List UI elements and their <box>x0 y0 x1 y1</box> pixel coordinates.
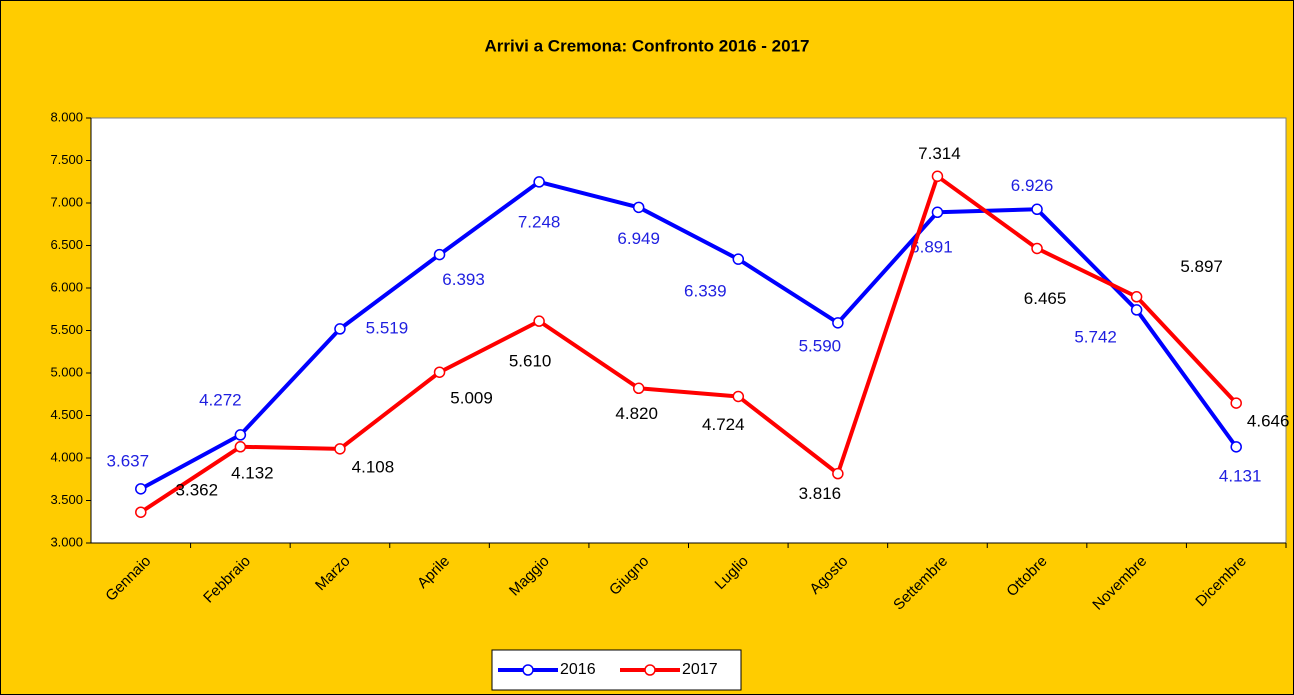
data-label: 3.816 <box>799 484 842 503</box>
data-point <box>832 467 844 480</box>
y-tick-label: 7.000 <box>50 194 83 209</box>
data-label: 6.949 <box>617 229 660 248</box>
chart-title: Arrivi a Cremona: Confronto 2016 - 2017 <box>485 36 810 55</box>
data-label: 6.339 <box>684 282 727 301</box>
data-point <box>135 483 147 495</box>
legend: 2016 2017 <box>491 649 742 691</box>
data-point <box>1130 291 1143 303</box>
data-label: 4.131 <box>1219 466 1262 485</box>
y-tick-label: 7.500 <box>50 152 83 167</box>
data-label: 6.393 <box>442 270 485 289</box>
data-point <box>632 382 645 395</box>
data-label: 3.637 <box>107 451 150 470</box>
data-label: 7.248 <box>518 212 561 231</box>
data-point <box>732 390 745 403</box>
data-point <box>533 315 545 327</box>
legend-label: 2016 <box>560 661 596 678</box>
data-label: 7.314 <box>918 144 961 163</box>
y-tick-label: 3.000 <box>50 534 83 549</box>
data-point <box>931 206 944 219</box>
data-label: 4.132 <box>231 463 274 482</box>
data-label: 6.891 <box>910 238 953 257</box>
data-point <box>632 201 645 214</box>
data-point <box>1230 397 1242 409</box>
y-tick-label: 5.000 <box>50 364 83 379</box>
data-label: 5.590 <box>799 336 842 355</box>
data-label: 4.646 <box>1247 412 1290 431</box>
data-label: 5.897 <box>1180 257 1223 276</box>
data-label: 4.108 <box>352 457 395 476</box>
data-label: 4.272 <box>199 390 242 409</box>
y-tick-label: 8.000 <box>50 109 83 124</box>
data-point <box>732 253 745 265</box>
data-point <box>931 170 944 183</box>
data-point <box>234 441 247 453</box>
y-tick-label: 5.500 <box>50 322 83 337</box>
data-point <box>433 366 446 378</box>
data-label: 3.362 <box>176 481 219 500</box>
data-point <box>1130 304 1143 316</box>
data-label: 6.926 <box>1011 176 1054 195</box>
data-point <box>334 323 346 335</box>
data-point <box>533 176 545 188</box>
data-point <box>433 248 446 261</box>
data-point <box>334 443 346 455</box>
y-tick-label: 4.500 <box>50 407 83 422</box>
data-label: 5.009 <box>450 389 493 408</box>
legend-marker <box>522 664 534 676</box>
data-point <box>1031 242 1043 255</box>
data-label: 4.724 <box>702 415 745 434</box>
data-label: 5.610 <box>509 352 552 371</box>
data-label: 6.465 <box>1024 289 1067 308</box>
series-line <box>139 174 1238 514</box>
legend-label: 2017 <box>682 661 718 678</box>
data-label: 4.820 <box>615 404 658 423</box>
y-tick-label: 6.500 <box>50 237 83 252</box>
y-tick-label: 4.000 <box>50 449 83 464</box>
y-tick-label: 6.000 <box>50 279 83 294</box>
y-tick-label: 3.500 <box>50 492 83 507</box>
data-point <box>135 506 147 518</box>
series-line <box>139 179 1238 491</box>
data-point <box>234 429 247 441</box>
data-point <box>832 317 844 329</box>
data-label: 5.742 <box>1074 327 1117 346</box>
legend-marker <box>644 664 656 676</box>
data-point <box>1230 441 1242 453</box>
plot-area <box>90 117 1287 544</box>
data-label: 5.519 <box>366 318 409 337</box>
data-point <box>1031 203 1043 216</box>
